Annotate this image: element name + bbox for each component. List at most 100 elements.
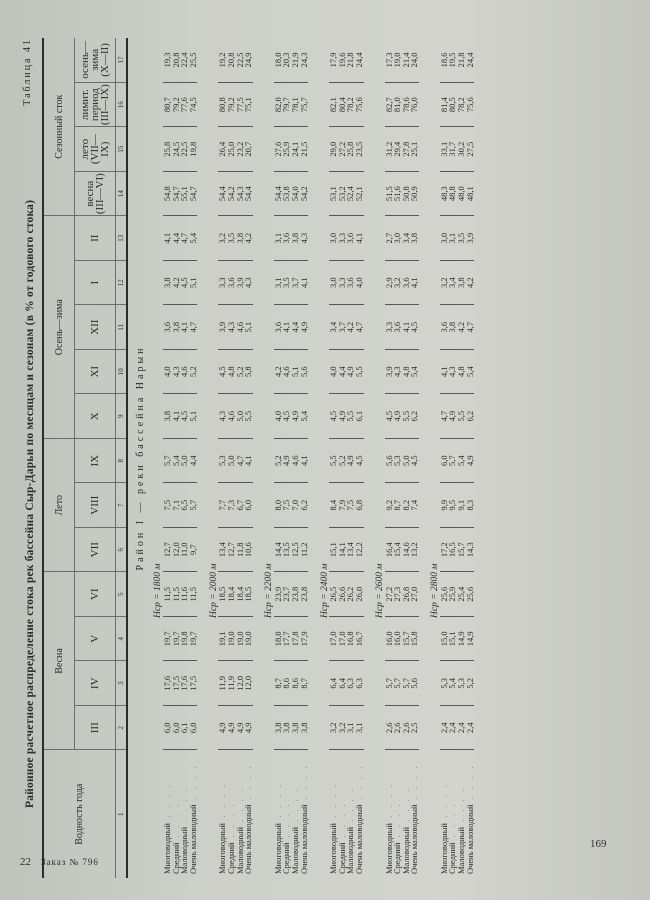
table-cell: 76,0	[409, 82, 419, 127]
header-autumn-winter: Осень—зима	[43, 215, 75, 439]
header-season: лимит. период (III—IX)	[74, 82, 116, 127]
table-cell: 5,4	[409, 349, 419, 394]
row-label: Очень маловодный . . . .	[187, 750, 198, 878]
spacer-row	[474, 38, 478, 878]
table-cell: 5,1	[243, 304, 253, 350]
table-cell: 54,7	[188, 171, 198, 216]
column-number: 3	[115, 661, 127, 706]
column-number: 1	[115, 750, 127, 878]
water-year-label: Очень маловодный	[187, 804, 198, 875]
column-number: 15	[115, 126, 127, 172]
leader-dots: . . . .	[464, 763, 475, 805]
table-row: Очень маловодный . . . . 2,5 5,6 15,8 27,0 13…	[409, 37, 420, 878]
table-cell: 6,2	[465, 393, 475, 439]
elevation-row: Hср = 2400 м	[312, 38, 330, 878]
table-cell: 12,2	[354, 527, 364, 572]
header-summer: Лето	[43, 438, 75, 572]
header-month: V	[74, 616, 116, 661]
runoff-table: Водность года Весна Лето Осень—зима Сезо…	[42, 37, 478, 878]
header-month: II	[74, 215, 116, 261]
table-cell: 17,5	[188, 661, 198, 706]
season-range: (VII—IX)	[89, 134, 111, 165]
leader-dots: . . . .	[187, 763, 198, 805]
mean-elevation: Hср = 1800 м	[153, 563, 164, 618]
table-cell: 4,5	[354, 438, 364, 483]
table-cell: 23,8	[299, 571, 309, 617]
table-cell: 6,0	[188, 705, 198, 750]
column-number: 5	[115, 571, 127, 617]
rotated-table-block: Районное расчетное распределение стока р…	[22, 28, 622, 878]
order-number: Заказ № 796	[41, 857, 99, 867]
column-number: 17	[115, 37, 127, 83]
table-cell: 16,7	[354, 616, 364, 661]
table-cell: 6,3	[354, 661, 364, 706]
table-cell: 14,9	[465, 616, 475, 661]
table-cell: 4,1	[299, 260, 309, 305]
table-cell: 23,5	[354, 126, 364, 172]
header-month: VI	[74, 571, 116, 617]
table-cell: 52,1	[354, 171, 364, 216]
table-cell: 75,6	[354, 82, 364, 127]
table-row: Очень маловодный . . . . 2,4 5,2 14,9 25,6 14…	[464, 37, 475, 878]
table-cell: 4,5	[409, 304, 419, 350]
table-cell: 4,9	[299, 304, 309, 350]
header-spring: Весна	[43, 571, 75, 750]
header-season: лето (VII—IX)	[74, 126, 116, 172]
table-cell: 3,8	[409, 215, 419, 261]
table-cell: 4,1	[299, 438, 309, 483]
table-cell: 4,2	[243, 215, 253, 261]
mean-elevation: Hср = 2600 м	[374, 563, 385, 618]
table-cell: 5,2	[465, 661, 475, 706]
header-month: IV	[74, 661, 116, 706]
row-label: Очень маловодный . . . .	[299, 750, 309, 878]
table-cell: 6,2	[409, 393, 419, 439]
table-cell: 6,1	[354, 393, 364, 439]
leader-dots: . . . .	[409, 763, 420, 805]
header-month: XII	[74, 304, 116, 350]
table-cell: 4,4	[188, 438, 198, 483]
table-cell: 5,5	[243, 393, 253, 439]
table-cell: 4,1	[409, 260, 419, 305]
page-number: 169	[590, 838, 607, 850]
mean-elevation: Hср = 2800 м	[430, 563, 441, 618]
table-cell: 75,6	[465, 82, 475, 127]
table-cell: 19,0	[243, 616, 253, 661]
season-range: (X—II)	[99, 43, 111, 77]
header-month: VII	[74, 527, 116, 572]
table-cell: 5,1	[188, 393, 198, 439]
elevation-row: Hср = 2200 м	[257, 38, 274, 878]
table-cell: 3,9	[465, 215, 475, 261]
column-number: 13	[115, 215, 127, 261]
water-year-label: Очень маловодный	[409, 804, 420, 875]
elevation-row: Hср = 2600 м	[368, 38, 385, 878]
water-year-label: Очень маловодный	[243, 804, 254, 875]
table-row: Очень маловодный . . . . 3,1 6,3 16,7 26,0 12…	[353, 37, 364, 878]
table-cell: 54,2	[299, 171, 309, 216]
row-label: Очень маловодный . . . .	[409, 750, 420, 878]
season-label: лимит. период	[79, 88, 101, 122]
column-number: 10	[115, 349, 127, 394]
table-cell: 75,7	[299, 82, 309, 127]
footer-left: 22 Заказ № 796	[20, 856, 99, 868]
section-title: Район I — реки бассейна Нарын	[135, 345, 147, 571]
water-year-label: Очень маловодный	[353, 804, 364, 875]
column-number: 12	[115, 260, 127, 305]
table-title: Районное расчетное распределение стока р…	[24, 199, 36, 808]
row-label: Очень маловодный . . . .	[353, 750, 364, 878]
table-cell: 11,2	[299, 527, 309, 572]
elevation-row: Hср = 2000 м	[201, 38, 219, 878]
table-cell: 4,1	[354, 215, 364, 261]
table-cell: 25,6	[465, 571, 475, 617]
table-cell: 12,0	[243, 661, 253, 706]
table-cell: 26,0	[354, 571, 364, 617]
mean-elevation: Hср = 2200 м	[264, 563, 275, 618]
table-cell: 5,8	[243, 349, 253, 394]
season-label: осень—зима	[79, 41, 101, 79]
table-cell: 18,5	[243, 571, 253, 617]
table-cell: 4,3	[243, 260, 253, 305]
table-cell: 19,8	[188, 126, 198, 172]
spacer	[474, 38, 478, 878]
table-cell: 5,6	[409, 661, 419, 706]
table-cell: 13,2	[409, 527, 419, 572]
column-number: 8	[115, 438, 127, 483]
